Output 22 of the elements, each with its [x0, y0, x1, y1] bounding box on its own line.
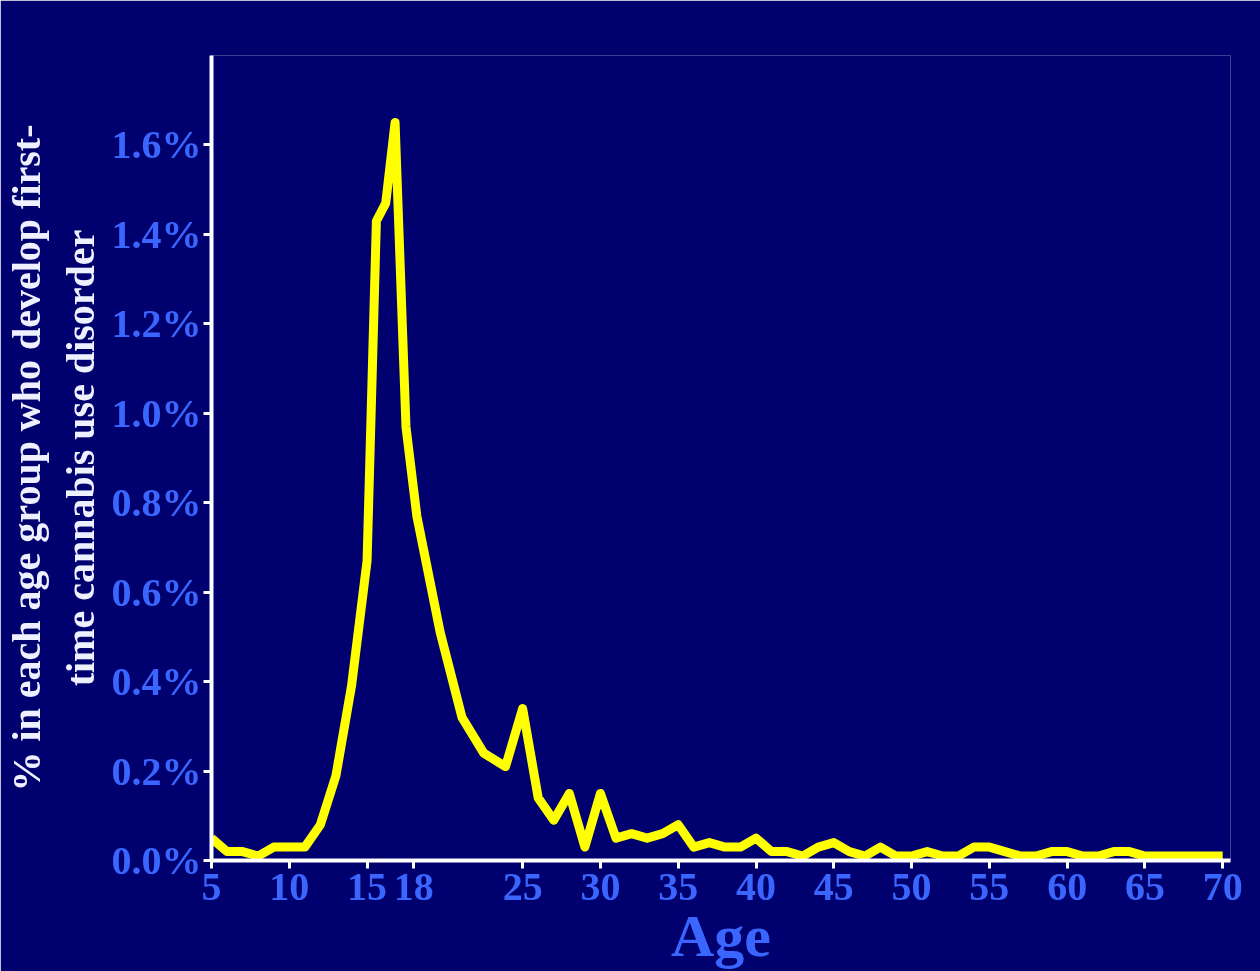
x-tick-label: 65 — [1124, 863, 1165, 909]
x-tick-label: 60 — [1047, 863, 1088, 909]
y-tick-label: 1.6% — [111, 122, 202, 168]
x-tick-label: 18 — [393, 863, 434, 909]
y-tick-label: 1.4% — [111, 211, 202, 257]
x-tick-label: 45 — [813, 863, 854, 909]
x-tick-label: 50 — [891, 863, 932, 909]
y-tick-label: 0.6% — [111, 569, 202, 615]
y-tick-label: 0.0% — [111, 838, 202, 883]
x-tick-label: 30 — [580, 863, 621, 909]
y-axis-title: % in each age group who develop first-time cannabis use disorder — [3, 124, 103, 792]
y-tick-label: 0.2% — [111, 748, 202, 794]
x-tick-label: 5 — [201, 863, 222, 909]
x-tick-label: 15 — [347, 863, 388, 909]
y-tick-label: 0.4% — [111, 659, 202, 705]
x-tick-label: 55 — [969, 863, 1010, 909]
y-tick-label: 1.0% — [111, 390, 202, 436]
x-tick-label: 70 — [1202, 863, 1243, 909]
y-tick-label: 0.8% — [111, 480, 202, 526]
x-tick-label: 10 — [269, 863, 310, 909]
x-tick-label: 25 — [502, 863, 543, 909]
y-tick-label: 1.2% — [111, 301, 202, 347]
